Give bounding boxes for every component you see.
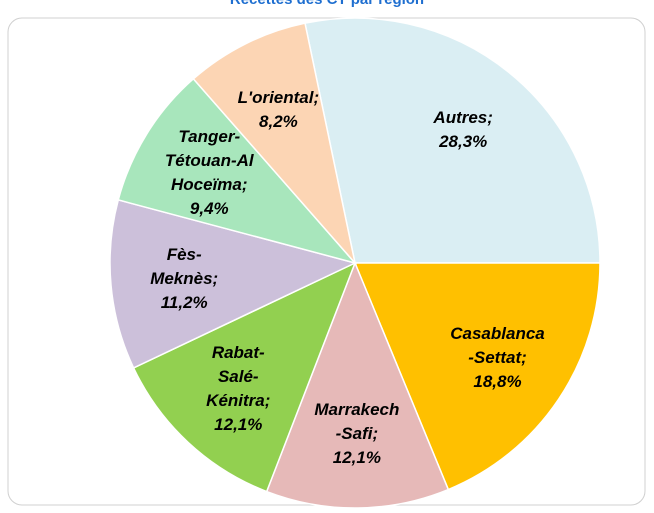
data-label: Fès- Meknès; 11,2% — [150, 244, 219, 312]
data-label: Rabat- Salé- Kénitra; 12,1% — [206, 342, 271, 434]
pie-slice — [117, 77, 358, 265]
data-label: Autres; 28,3% — [433, 107, 493, 151]
pie-slice — [265, 260, 450, 509]
pie-slice — [192, 22, 357, 266]
pie-slice — [109, 198, 358, 369]
data-label: Marrakech -Safi; 12,1% — [314, 400, 400, 468]
data-label: Casablanca -Settat; 18,8% — [450, 324, 545, 392]
pie-slice — [353, 262, 601, 491]
chart-title: Recettes des CT par région — [0, 0, 654, 8]
data-label: Tanger- Tétouan-Al Hoceïma; 9,4% — [164, 126, 254, 218]
pie-slice — [304, 17, 601, 264]
data-label: L'oriental; 8,2% — [237, 87, 320, 131]
pie-slice — [132, 261, 357, 493]
